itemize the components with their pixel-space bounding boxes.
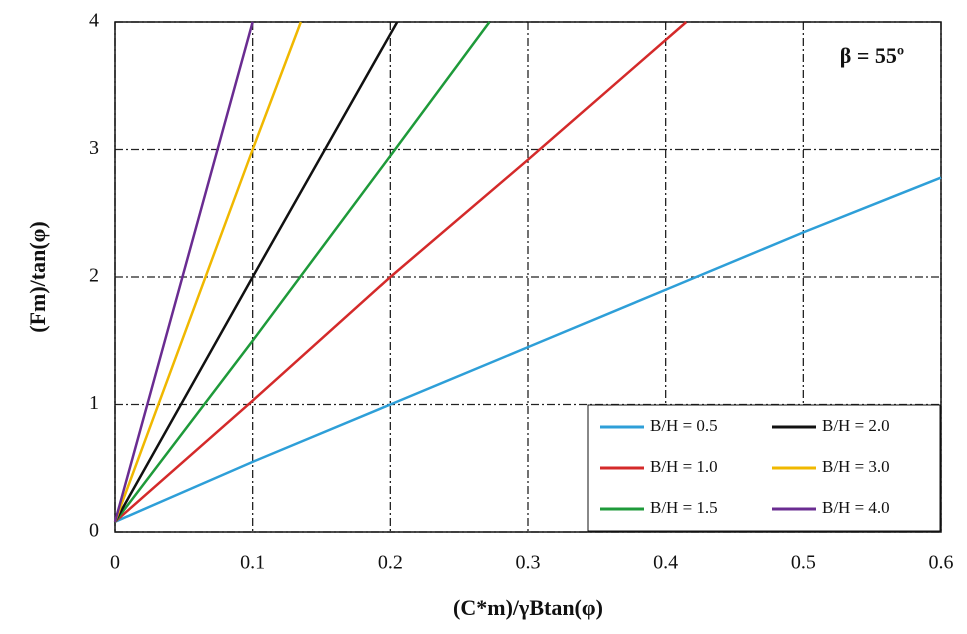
legend-label: B/H = 2.0 [822, 416, 890, 435]
legend-label: B/H = 0.5 [650, 416, 718, 435]
series-line [113, 21, 254, 523]
x-axis-label: (C*m)/γBtan(φ) [453, 595, 603, 620]
series-line [114, 21, 491, 523]
x-tick-label: 0.5 [791, 552, 816, 574]
plot-frame [114, 21, 942, 533]
y-tick-label: 0 [89, 520, 99, 542]
legend-label: B/H = 1.0 [650, 457, 718, 476]
x-tick-label: 0 [110, 552, 120, 574]
x-tick-label: 0.1 [240, 552, 265, 574]
x-tick-label: 0.6 [929, 552, 954, 574]
legend-label: B/H = 1.5 [650, 498, 718, 517]
y-axis-label: (Fm)/tan(φ) [25, 221, 50, 332]
x-tick-label: 0.4 [653, 552, 678, 574]
x-tick-label: 0.2 [378, 552, 403, 574]
series-line [114, 176, 942, 523]
legend-label: B/H = 3.0 [822, 457, 890, 476]
legend-label: B/H = 4.0 [822, 498, 890, 517]
y-tick-label: 4 [89, 10, 99, 32]
y-tick-label: 1 [89, 392, 99, 414]
x-tick-label: 0.3 [516, 552, 541, 574]
y-tick-label: 2 [89, 265, 99, 287]
series-line [113, 21, 303, 523]
annotation: β = 55º [840, 43, 904, 68]
y-tick-label: 3 [89, 137, 99, 159]
series-line [113, 21, 399, 523]
legend-box [587, 404, 941, 532]
series-line [114, 21, 688, 523]
